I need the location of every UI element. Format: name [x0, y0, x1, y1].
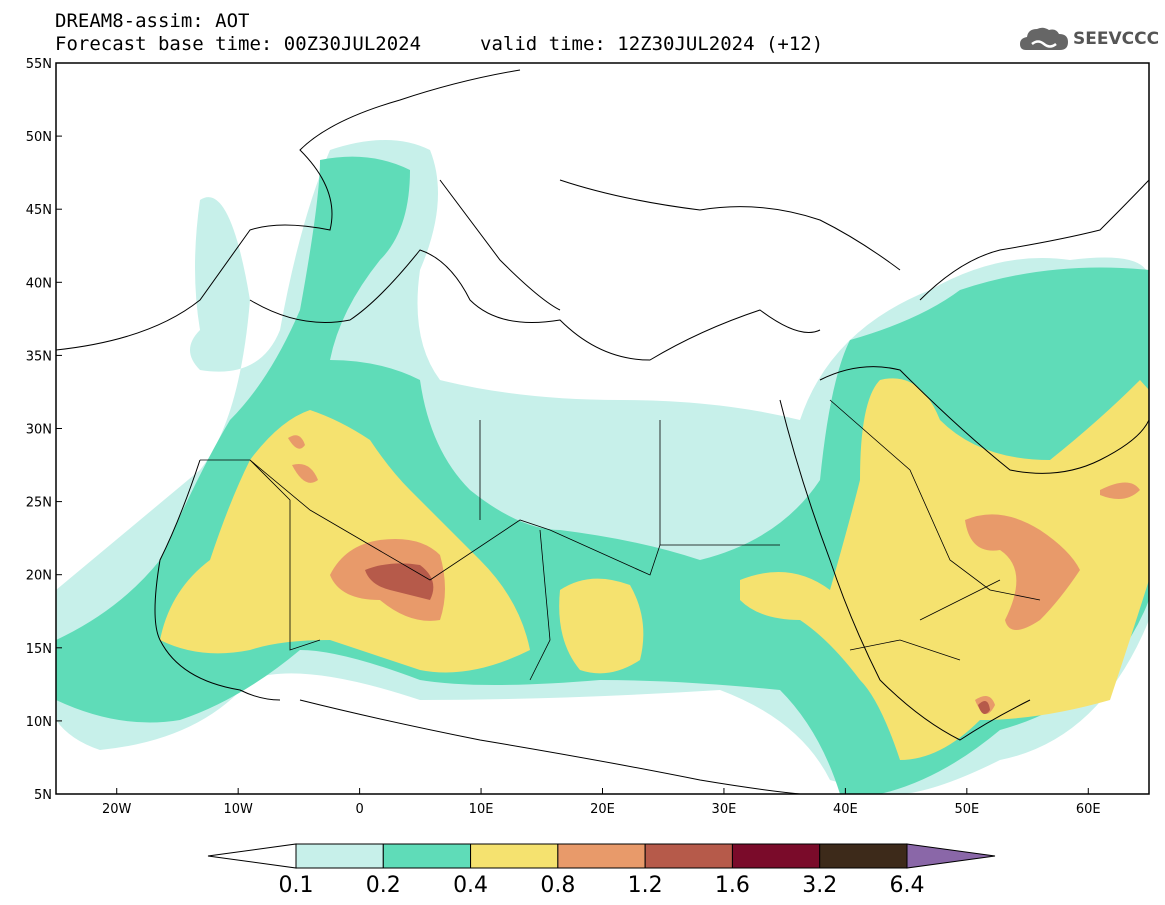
- lat-tick-label: 45N: [26, 203, 52, 218]
- aot-contour-orange-small2: [292, 464, 318, 483]
- axis-ticks: 20W 10W 0 10E 20E 30E 40E 50E 60E 55N 50N 45N 40N 35N…: [26, 57, 1101, 817]
- colorbar-box: [470, 843, 559, 869]
- colorbar-max-triangle: [906, 843, 996, 869]
- aot-contour-red-horn: [978, 701, 990, 714]
- lat-tick-label: 10N: [26, 715, 52, 730]
- lat-tick-label: 55N: [26, 57, 52, 72]
- colorbar-label: 6.4: [890, 873, 925, 898]
- logo-text: SEEVCCC: [1073, 29, 1160, 49]
- colorbar-box: [644, 843, 733, 869]
- map-title: DREAM8-assim: AOT: [55, 10, 250, 32]
- lat-tick-label: 25N: [26, 496, 52, 511]
- forecast-base-time: Forecast base time: 00Z30JUL2024: [55, 33, 422, 55]
- aot-contour-orange-arabia: [965, 514, 1080, 630]
- colorbar-box: [731, 843, 821, 869]
- lon-tick-label: 10W: [223, 802, 253, 817]
- borders: [200, 399, 1041, 681]
- lon-tick-label: 20E: [590, 802, 615, 817]
- coastlines: [56, 69, 1149, 794]
- aot-contour-orange-gulf: [1100, 482, 1140, 499]
- lat-tick-label: 50N: [26, 130, 52, 145]
- colorbar-box: [295, 843, 384, 869]
- cloud-icon: [1020, 27, 1068, 50]
- lat-tick-label: 5N: [34, 788, 52, 803]
- aot-contour-red-core: [365, 563, 434, 600]
- colorbar-label: 0.4: [453, 873, 488, 898]
- colorbar-label: 1.2: [628, 873, 663, 898]
- lon-tick-label: 50E: [954, 802, 979, 817]
- lon-tick-label: 0: [355, 802, 363, 817]
- colorbar-box: [819, 843, 908, 869]
- colorbar-label: 0.2: [366, 873, 401, 898]
- lat-tick-label: 30N: [26, 423, 52, 438]
- colorbar-label: 0.8: [540, 873, 575, 898]
- colorbar-box: [382, 843, 472, 869]
- aot-contour-yellow-central: [559, 578, 644, 674]
- colorbar-label: 3.2: [802, 873, 837, 898]
- lat-tick-label: 40N: [26, 276, 52, 291]
- colorbar-label: 0.1: [279, 873, 314, 898]
- colorbar-label: 1.6: [715, 873, 750, 898]
- lat-tick-label: 15N: [26, 642, 52, 657]
- valid-time: valid time: 12Z30JUL2024 (+12): [480, 33, 824, 55]
- colorbar-min-triangle: [207, 843, 297, 869]
- aot-contour-orange-small1: [288, 435, 305, 449]
- lon-tick-label: 60E: [1076, 802, 1101, 817]
- lon-tick-label: 20W: [102, 802, 132, 817]
- lon-tick-label: 10E: [469, 802, 494, 817]
- lon-tick-label: 40E: [833, 802, 858, 817]
- colorbar-box: [557, 843, 646, 869]
- lat-tick-label: 20N: [26, 569, 52, 584]
- lon-tick-label: 30E: [712, 802, 737, 817]
- lat-tick-label: 35N: [26, 349, 52, 364]
- seevccc-logo: [1018, 22, 1148, 56]
